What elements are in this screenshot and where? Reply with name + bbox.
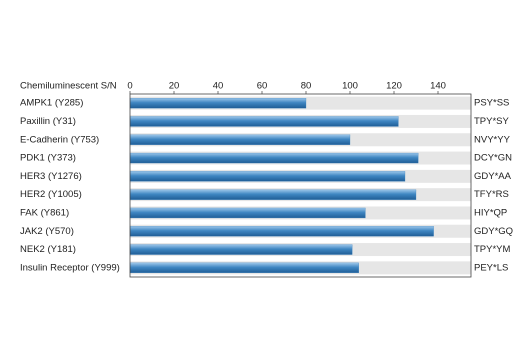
bar xyxy=(129,244,353,255)
bar xyxy=(129,98,307,109)
x-tick-label: 40 xyxy=(213,81,224,92)
y-tick-label: PDK1 (Y373) xyxy=(20,153,76,164)
sequence-label: PSY*SS xyxy=(474,98,509,109)
x-axis-label: Chemiluminescent S/N xyxy=(20,81,117,92)
bar xyxy=(129,116,399,127)
y-tick-label: Paxillin (Y31) xyxy=(20,116,76,127)
y-tick-label: E-Cadherin (Y753) xyxy=(20,134,99,145)
bar xyxy=(129,226,434,237)
sequence-label: PEY*LS xyxy=(474,262,508,273)
bar xyxy=(129,152,419,164)
x-tick-label: 0 xyxy=(127,81,132,92)
y-tick-label: JAK2 (Y570) xyxy=(20,226,74,237)
sequence-label: TFY*RS xyxy=(474,189,509,200)
y-tick-label: Insulin Receptor (Y999) xyxy=(20,262,120,273)
y-tick-label: NEK2 (Y181) xyxy=(20,244,76,255)
x-tick-label: 20 xyxy=(169,81,180,92)
bar xyxy=(129,207,366,219)
sequence-label: GDY*GQ xyxy=(474,226,513,237)
x-tick-label: 100 xyxy=(342,81,358,92)
bar xyxy=(129,262,359,274)
sequence-label: TPY*SY xyxy=(474,116,510,127)
sequence-label: DCY*GN xyxy=(474,153,512,164)
y-tick-label: HER3 (Y1276) xyxy=(20,171,82,182)
x-tick-label: 140 xyxy=(430,81,446,92)
x-tick-label: 80 xyxy=(301,81,312,92)
x-tick-label: 120 xyxy=(386,81,402,92)
sequence-label: NVY*YY xyxy=(474,134,511,145)
y-tick-label: AMPK1 (Y285) xyxy=(20,98,83,109)
bar xyxy=(129,134,351,145)
sequence-label: GDY*AA xyxy=(474,171,512,182)
x-tick-label: 60 xyxy=(257,81,268,92)
plot-frame xyxy=(129,93,472,278)
sequence-label: TPY*YM xyxy=(474,244,511,255)
bar xyxy=(129,171,406,182)
y-tick-label: FAK (Y861) xyxy=(20,207,69,218)
sequence-label: HIY*QP xyxy=(474,207,507,218)
bar xyxy=(129,189,417,200)
y-tick-label: HER2 (Y1005) xyxy=(20,189,82,200)
